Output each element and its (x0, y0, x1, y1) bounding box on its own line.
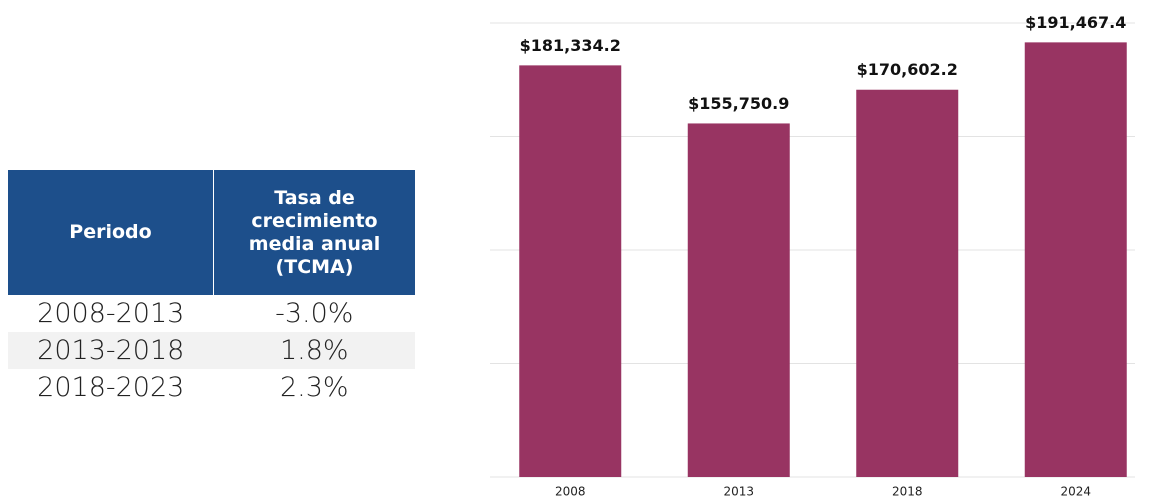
bar (687, 123, 790, 477)
x-tick-label: 2013 (723, 485, 754, 499)
header-cell: Tasa de crecimiento media anual (TCMA) (213, 170, 415, 295)
data-label: $191,467.4 (1025, 13, 1126, 32)
growth-table: Periodo Tasa de crecimiento media anual … (8, 170, 415, 406)
cell: 2018-2023 (37, 372, 185, 403)
cell: 1.8% (213, 332, 415, 369)
bar (519, 65, 622, 477)
cell: -3.0% (275, 298, 354, 329)
row: 2018-2023 2.3% (8, 369, 415, 406)
data-label: $170,602.2 (857, 60, 958, 79)
x-tick-label: 2024 (1060, 485, 1091, 499)
bar (856, 89, 959, 478)
cell: 2013-2018 (8, 332, 214, 369)
data-label: $155,750.9 (688, 94, 789, 113)
header-text: Tasa de crecimiento media anual (TCMA) (248, 186, 381, 278)
bar (1024, 42, 1127, 477)
header-row: Periodo Tasa de crecimiento media anual … (8, 170, 415, 295)
header-cell: Periodo (8, 170, 214, 295)
row: 2008-2013 -3.0% (8, 295, 415, 332)
cell: 2.3% (279, 372, 349, 403)
x-tick-label: 2018 (892, 485, 923, 499)
data-label: $181,334.2 (520, 36, 621, 55)
x-tick-label: 2008 (555, 485, 586, 499)
cell: 2008-2013 (37, 298, 185, 329)
row: 2013-2018 1.8% (8, 332, 415, 369)
